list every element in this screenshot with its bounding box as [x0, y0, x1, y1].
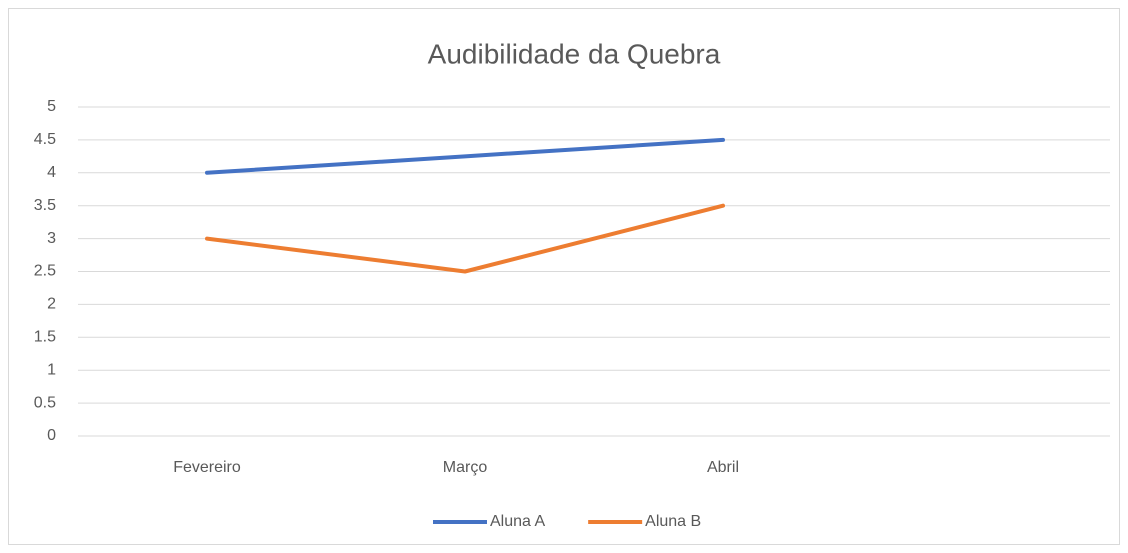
y-tick-label: 5: [47, 98, 56, 115]
y-tick-label: 3.5: [34, 197, 56, 214]
chart-border: [8, 8, 1120, 545]
y-tick-label: 0.5: [34, 394, 56, 411]
chart-title: Audibilidade da Quebra: [428, 38, 721, 69]
y-tick-label: 0: [47, 427, 56, 444]
y-tick-label: 2.5: [34, 263, 56, 280]
y-tick-label: 1.5: [34, 329, 56, 346]
line-series: [205, 203, 725, 274]
x-tick-label: Fevereiro: [173, 459, 241, 476]
y-tick-label: 2: [47, 296, 56, 313]
x-tick-label: Março: [443, 459, 488, 476]
legend-label: Aluna A: [490, 513, 545, 530]
y-tick-label: 4.5: [34, 131, 56, 148]
line-series: [205, 137, 725, 175]
legend-label: Aluna B: [645, 513, 701, 530]
y-tick-label: 4: [47, 164, 56, 181]
y-tick-label: 1: [47, 361, 56, 378]
y-tick-label: 3: [47, 230, 56, 247]
x-tick-label: Abril: [707, 459, 739, 476]
